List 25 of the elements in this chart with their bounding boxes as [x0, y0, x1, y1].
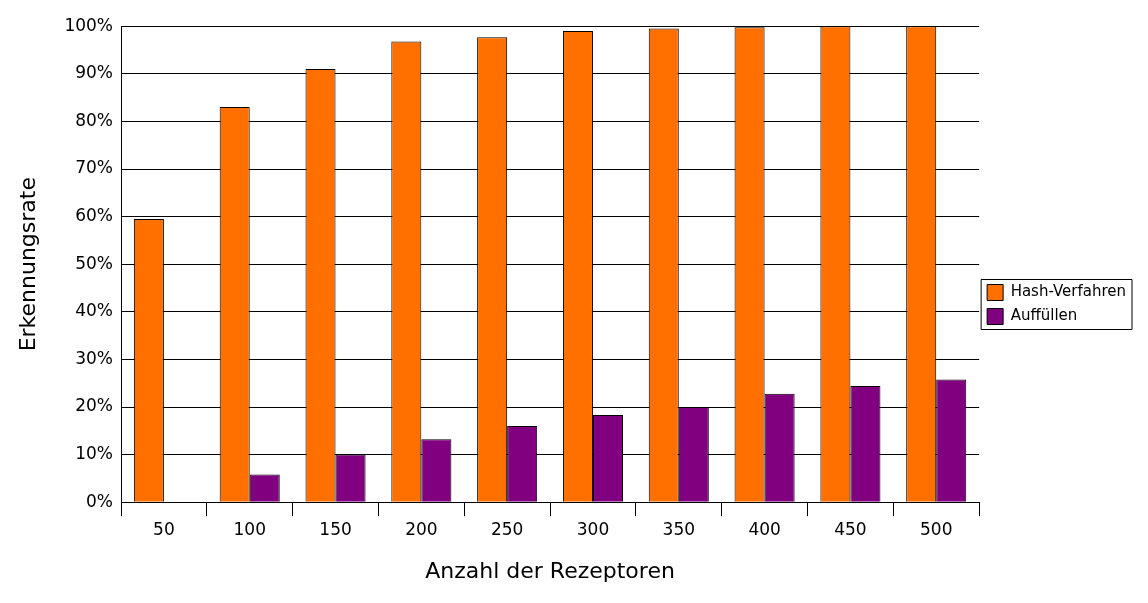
x-tick-label: 450 [834, 518, 867, 539]
y-tick-label: 30% [75, 347, 113, 368]
x-tick-label: 100 [233, 518, 266, 539]
legend-label: Hash-Verfahren [1010, 282, 1126, 301]
y-tick-label: 60% [75, 205, 113, 226]
x-tick-label: 500 [920, 518, 953, 539]
y-tick-label: 40% [75, 300, 113, 321]
y-axis-title: Erkennungsrate [14, 177, 40, 352]
y-tick-label: 90% [75, 62, 113, 83]
y-tick-label: 80% [75, 109, 113, 130]
x-tick-label: 250 [490, 518, 524, 539]
x-tick-label: 50 [153, 518, 175, 539]
y-tick-label: 70% [75, 157, 113, 178]
x-axis-title: Anzahl der Rezeptoren [425, 557, 675, 583]
x-tick-label: 200 [405, 518, 438, 539]
x-tick-label: 300 [576, 518, 610, 539]
y-tick-label: 0% [86, 490, 113, 511]
y-tick-label: 20% [75, 395, 113, 416]
x-tick-label: 350 [662, 518, 696, 539]
x-tick-label: 400 [748, 518, 781, 539]
y-tick-label: 100% [64, 14, 113, 35]
x-tick-label: 150 [319, 518, 352, 539]
legend-label: Auffüllen [1010, 306, 1078, 325]
y-tick-label: 10% [75, 443, 113, 464]
y-tick-label: 50% [75, 252, 113, 273]
